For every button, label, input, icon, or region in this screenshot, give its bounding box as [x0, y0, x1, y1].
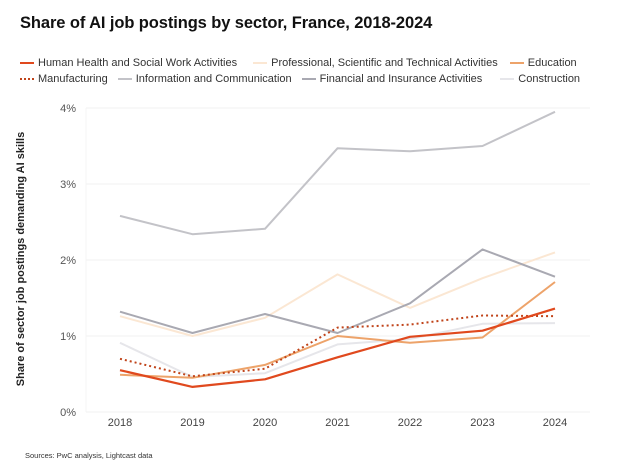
gridlines	[85, 107, 590, 413]
legend: Human Health and Social Work Activities …	[20, 55, 620, 87]
legend-row: Manufacturing Information and Communicat…	[20, 71, 620, 87]
legend-label: Manufacturing	[38, 73, 108, 85]
series-line-information-and-communication	[119, 110, 556, 236]
y-tick-label: 3%	[60, 179, 76, 191]
legend-item-manufacturing: Manufacturing	[20, 73, 108, 85]
legend-swatch	[253, 62, 268, 64]
y-axis-ticks: 0% 1% 2% 3% 4%	[60, 103, 76, 419]
legend-swatch	[500, 78, 515, 80]
x-tick-label: 2020	[253, 417, 277, 429]
chart-title: Share of AI job postings by sector, Fran…	[20, 14, 433, 32]
y-tick-label: 0%	[60, 407, 76, 419]
series-line-manufacturing	[119, 314, 556, 378]
source-note: Sources: PwC analysis, Lightcast data	[25, 451, 153, 460]
legend-label: Construction	[518, 73, 581, 85]
legend-swatch	[117, 78, 132, 80]
legend-item-financial: Financial and Insurance Activities	[301, 73, 483, 85]
x-tick-label: 2019	[180, 417, 204, 429]
legend-item-construction: Construction	[500, 73, 580, 85]
legend-label: Financial and Insurance Activities	[319, 73, 483, 85]
series-line-human-health-and-social-work-activities	[119, 307, 556, 388]
legend-row: Human Health and Social Work Activities …	[20, 55, 620, 71]
legend-swatch	[20, 78, 34, 80]
y-tick-label: 2%	[60, 255, 76, 267]
y-tick-label: 4%	[60, 103, 76, 115]
x-tick-label: 2023	[470, 417, 494, 429]
x-tick-label: 2018	[108, 417, 132, 429]
legend-item-human-health: Human Health and Social Work Activities	[20, 57, 237, 69]
legend-item-information: Information and Communication	[117, 73, 292, 85]
x-axis-ticks: 2018 2019 2020 2021 2022 2023 2024	[108, 417, 567, 429]
legend-swatch	[509, 62, 524, 64]
y-tick-label: 1%	[60, 331, 76, 343]
series-lines	[119, 110, 556, 388]
legend-label: Information and Communication	[135, 73, 292, 85]
legend-label: Human Health and Social Work Activities	[38, 57, 238, 69]
series-line-education	[119, 281, 556, 379]
legend-swatch	[20, 62, 34, 64]
legend-label: Education	[527, 57, 577, 69]
legend-swatch	[301, 78, 316, 80]
legend-item-professional: Professional, Scientific and Technical A…	[253, 57, 498, 69]
x-tick-label: 2024	[543, 417, 567, 429]
series-line-professional-scientific-and-technical-activities	[119, 251, 556, 337]
series-line-financial-and-insurance-activities	[119, 248, 556, 334]
legend-item-education: Education	[509, 57, 577, 69]
legend-label: Professional, Scientific and Technical A…	[271, 57, 498, 69]
x-tick-label: 2022	[398, 417, 422, 429]
x-tick-label: 2021	[325, 417, 349, 429]
